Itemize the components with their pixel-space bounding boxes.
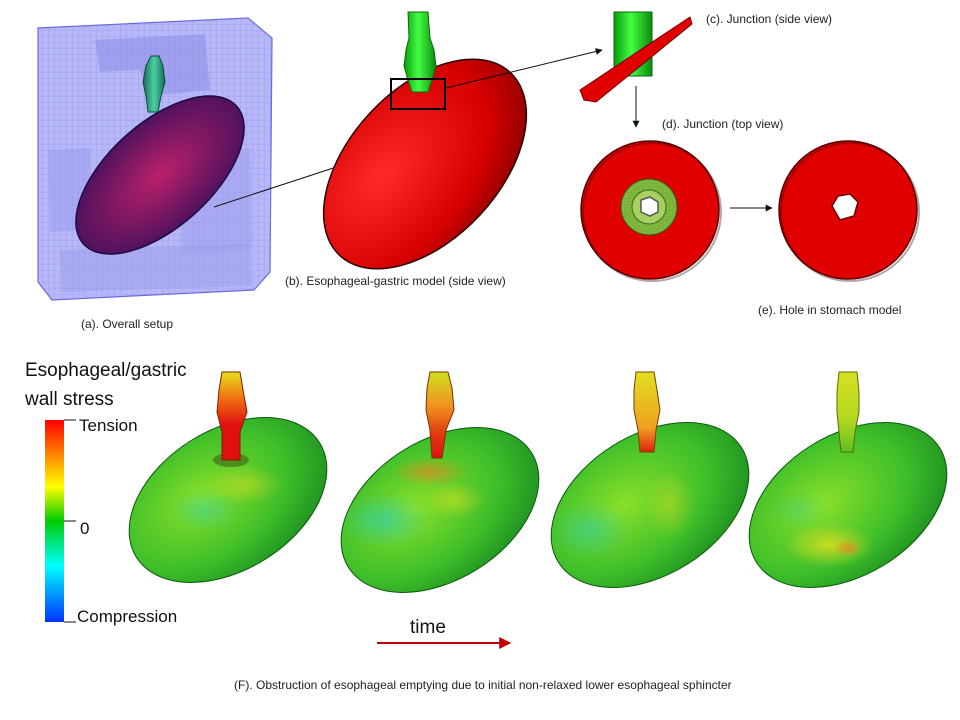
caption-a: (a). Overall setup (81, 317, 174, 331)
legend-compression-label: Compression (77, 607, 178, 626)
arrow-b-to-c (445, 48, 603, 89)
caption-e: (e). Hole in stomach model (758, 303, 902, 317)
panel-a-overall-setup (37, 17, 273, 301)
junction-hole (640, 196, 659, 217)
caption-f: (F). Obstruction of esophageal emptying … (234, 678, 732, 692)
stomach-hole (831, 193, 859, 221)
legend-title-line1: Esophageal/gastric (25, 360, 187, 381)
esophagus-mesh (142, 55, 166, 113)
magnify-box (390, 78, 446, 110)
caption-b: (b). Esophageal-gastric model (side view… (285, 274, 506, 288)
legend-zero-label: 0 (80, 519, 90, 538)
time-label: time (410, 617, 446, 638)
esophagus-green (403, 11, 437, 93)
panel-b-model (322, 11, 528, 270)
panel-c-junction-side (579, 11, 693, 103)
frame-2 (340, 371, 540, 593)
caption-c: (c). Junction (side view) (706, 12, 833, 26)
legend-tension-label: Tension (79, 416, 138, 435)
legend-colorbar (45, 420, 64, 622)
stress-legend (45, 419, 76, 623)
frame-4 (748, 371, 948, 588)
panel-e-hole (778, 140, 920, 282)
legend-title-line2: wall stress (25, 389, 114, 410)
caption-d: (d). Junction (top view) (662, 117, 784, 131)
panel-d-junction-top (580, 140, 722, 282)
frame-1 (128, 371, 328, 583)
junction-wall (579, 16, 693, 103)
frame-3 (550, 371, 750, 588)
